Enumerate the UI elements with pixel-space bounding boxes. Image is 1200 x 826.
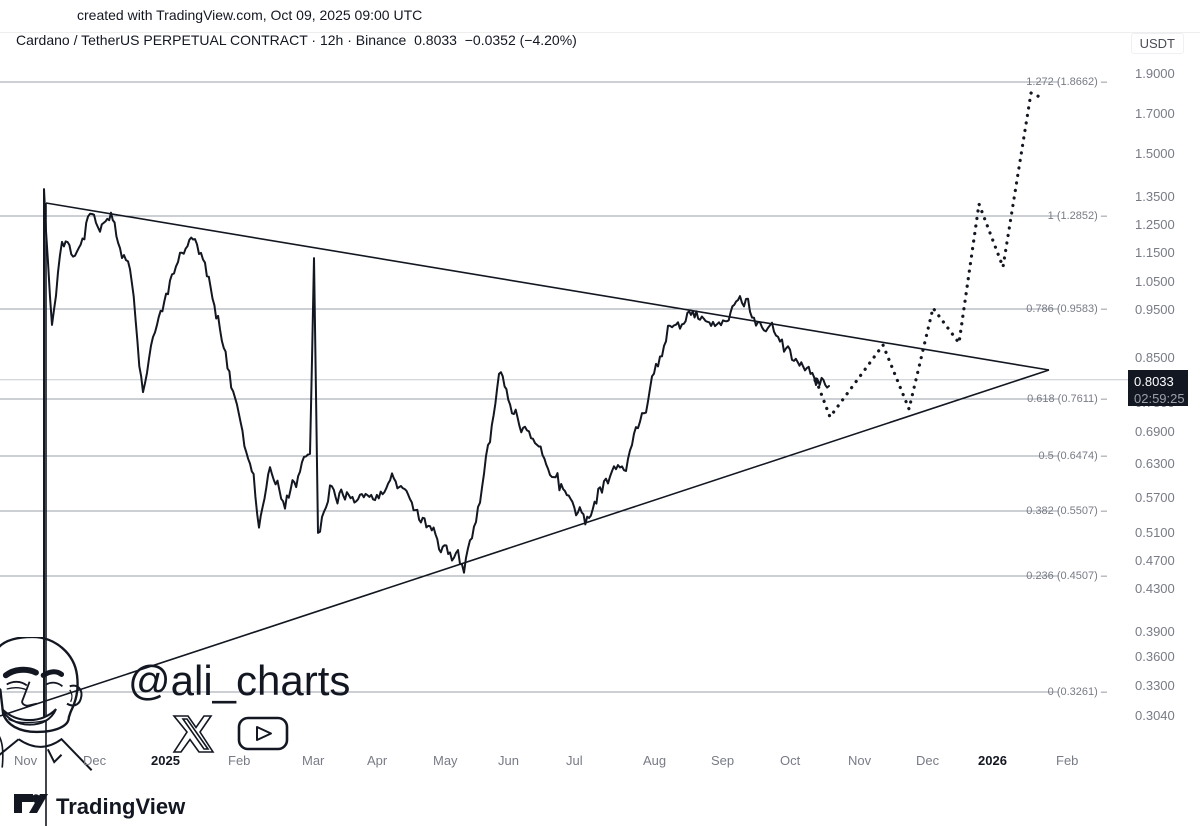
svg-text:TradingView: TradingView: [56, 794, 186, 819]
